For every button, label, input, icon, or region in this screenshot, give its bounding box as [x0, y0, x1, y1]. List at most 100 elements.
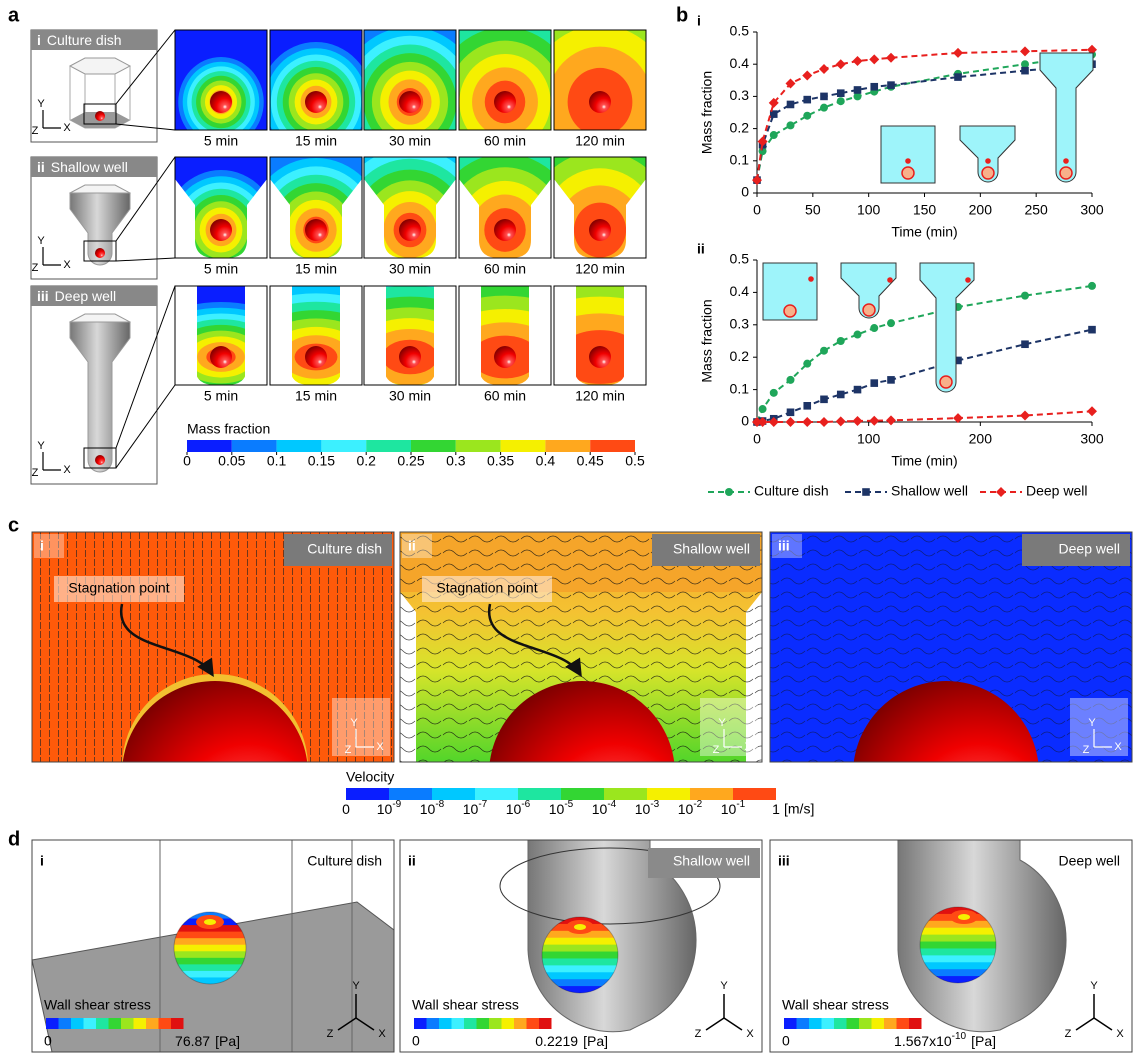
colorbar-segment [539, 1018, 552, 1029]
tick-base: 10 [678, 801, 694, 817]
colorbar-segment [514, 1018, 527, 1029]
stress-band [920, 942, 996, 950]
y-tick-label: 0.5 [730, 23, 750, 39]
stress-band [174, 964, 246, 972]
time-label: 30 min [389, 388, 431, 404]
colorbar-segment [232, 440, 277, 452]
data-point [819, 64, 829, 74]
time-label: 120 min [575, 133, 625, 149]
tick-exponent: -6 [521, 799, 530, 810]
colorbar-segment [859, 1018, 872, 1029]
stress-band [920, 955, 996, 963]
max-value: 1.567x10 [894, 1033, 952, 1049]
stress-band [174, 945, 246, 953]
cell [95, 455, 105, 465]
panel-title: Shallow well [673, 853, 750, 869]
axis-label: X [1116, 1028, 1124, 1040]
data-point [803, 112, 811, 120]
cell [589, 346, 611, 368]
axis-label: X [744, 741, 752, 753]
data-point [770, 389, 778, 397]
x-tick-label: 250 [1024, 202, 1048, 218]
stress-band [920, 962, 996, 970]
colorbar-segment [109, 1018, 122, 1029]
legend-marker [996, 487, 1006, 497]
time-label: 30 min [389, 261, 431, 277]
colorbar-max: 1.567x10-10[Pa] [894, 1031, 996, 1049]
cell [399, 346, 421, 368]
row-numeral: iii [37, 288, 49, 304]
colorbar-tick-label: 10-5 [549, 799, 574, 817]
field-image [175, 30, 267, 147]
cell [494, 91, 516, 113]
colorbar-title: Mass fraction [187, 421, 270, 437]
data-point [1088, 282, 1096, 290]
axis-label: Z [32, 262, 39, 274]
data-point [953, 48, 963, 58]
colorbar-segment [489, 1018, 502, 1029]
colorbar-segment [884, 1018, 897, 1029]
x-tick-label: 150 [913, 202, 937, 218]
colorbar-tick-label: 0.25 [397, 453, 424, 469]
axis-label: Z [695, 1028, 702, 1040]
colorbar-segment [59, 1018, 72, 1029]
colorbar-tick-label: 0 [183, 453, 191, 469]
row-label: Deep well [55, 288, 116, 304]
data-point [870, 324, 878, 332]
data-point [787, 101, 795, 109]
panel-title: Deep well [1059, 541, 1120, 557]
data-point [787, 408, 795, 416]
time-label: 5 min [204, 261, 238, 277]
max-unit: [Pa] [583, 1033, 608, 1049]
panel-title: Culture dish [307, 853, 382, 869]
cell [494, 219, 516, 241]
panel-letter: c [8, 514, 19, 536]
inset-cell [784, 305, 796, 317]
axis-label: Z [327, 1028, 334, 1040]
hotspot [958, 914, 970, 920]
data-point [802, 70, 812, 80]
data-point [1021, 67, 1029, 75]
annotation: Stagnation point [436, 580, 537, 596]
data-point [820, 104, 828, 112]
data-point [802, 417, 812, 427]
numeral-box [402, 534, 432, 558]
x-tick-label: 100 [857, 431, 881, 447]
data-point [1021, 340, 1029, 348]
cell [210, 219, 232, 241]
axis-label: Y [720, 980, 728, 992]
data-point [887, 319, 895, 327]
tick-exponent: -8 [435, 799, 444, 810]
colorbar-tick-label: 0 [342, 801, 350, 817]
data-point [1021, 292, 1029, 300]
axis-label: Y [37, 98, 45, 110]
stress-band [174, 938, 246, 946]
figure: aiCulture dishYXZ5 min15 min30 min60 min… [0, 0, 1139, 1057]
data-point [1087, 406, 1097, 416]
colorbar-segment [784, 1018, 797, 1029]
x-tick-label: 0 [753, 202, 761, 218]
tick-base: 10 [420, 801, 436, 817]
tick-base: 0 [342, 801, 350, 817]
cell [494, 346, 516, 368]
colorbar-segment [46, 1018, 59, 1029]
colorbar-tick-label: 10-4 [592, 799, 617, 817]
colorbar-segment [897, 1018, 910, 1029]
cell [589, 219, 611, 241]
data-point [853, 416, 863, 426]
data-point [803, 402, 811, 410]
time-label: 60 min [484, 388, 526, 404]
axis-label: X [63, 259, 71, 271]
legend-marker [862, 488, 870, 496]
chart-label: ii [697, 241, 705, 257]
axis-label: X [1114, 741, 1122, 753]
data-point [820, 347, 828, 355]
tick-base: 10 [506, 801, 522, 817]
data-point [887, 376, 895, 384]
data-point [954, 73, 962, 81]
colorbar-unit: [m/s] [784, 801, 814, 817]
colorbar-segment [809, 1018, 822, 1029]
max-unit: [Pa] [971, 1033, 996, 1049]
colorbar-tick-label: 10-3 [635, 799, 660, 817]
axis-label: Y [1088, 717, 1096, 729]
